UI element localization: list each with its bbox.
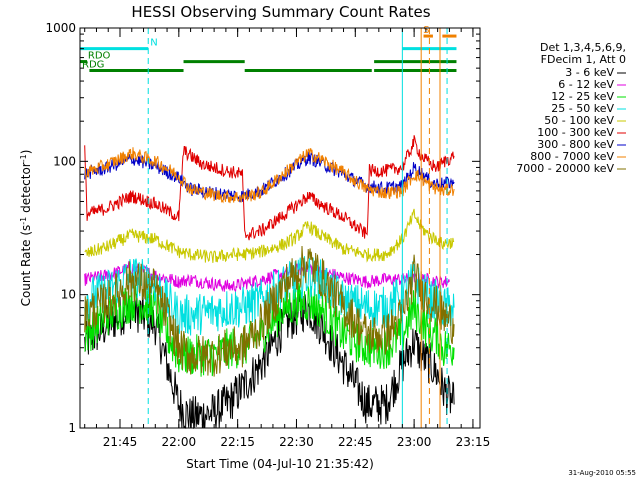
legend-entry-label: 100 - 300 keV: [537, 126, 614, 139]
plot-frame: [79, 27, 481, 429]
x-axis-ticks: 21:45 22:00 22:15 22:30 22:45 23:00 23:15: [84, 28, 491, 449]
legend-entry-label: 12 - 25 keV: [551, 90, 614, 103]
series-line-6: [84, 135, 455, 241]
y-axis-label: Count Rate (s-1 detector-1): [19, 150, 34, 307]
series-line-7: [84, 151, 455, 203]
x-tick-label: 23:15: [456, 435, 491, 449]
y-tick-label: 10: [61, 288, 76, 302]
x-tick-label: 23:00: [397, 435, 432, 449]
legend-entry-label: 800 - 7000 keV: [530, 150, 614, 163]
series-line-5: [84, 208, 455, 263]
x-tick-label: 22:15: [220, 435, 255, 449]
y-tick-label: 1000: [45, 21, 76, 35]
y-axis-label-text: Count Rate (s-1 detector-1): [19, 150, 34, 307]
generation-timestamp: 31-Aug-2010 05:55: [568, 469, 636, 477]
x-axis-label: Start Time (04-Jul-10 21:35:42): [186, 457, 374, 471]
flag-bars: NRDORDGS: [80, 25, 457, 73]
x-tick-label: 22:45: [338, 435, 373, 449]
vertical-markers: [147, 28, 448, 428]
flag-label: RDG: [82, 60, 104, 71]
legend-entry-label: 3 - 6 keV: [565, 66, 614, 79]
series-line-8: [84, 147, 455, 204]
x-tick-label: 22:30: [279, 435, 314, 449]
series-line-2: [84, 260, 450, 293]
y-axis-label-part: ): [19, 150, 33, 155]
chart-title: HESSI Observing Summary Count Rates: [131, 3, 430, 21]
series-line-9: [84, 245, 455, 377]
y-axis-label-part: detector: [19, 162, 33, 217]
flag-label: N: [150, 38, 157, 49]
legend-entry-label: 50 - 100 keV: [544, 114, 614, 127]
legend-header: Det 1,3,4,5,6,9,: [540, 41, 626, 54]
series-group: [84, 135, 455, 430]
legend-header: FDecim 1, Att 0: [541, 53, 626, 66]
legend-entry-label: 25 - 50 keV: [551, 102, 614, 115]
y-axis-label-part: -1: [19, 217, 28, 225]
y-tick-label: 100: [53, 154, 76, 168]
y-axis-label-part: -1: [19, 154, 28, 162]
legend-entry-label: 300 - 800 keV: [537, 138, 614, 151]
flag-label: RDO: [88, 51, 111, 62]
y-axis-ticks: 1 10 100 1000: [45, 21, 480, 435]
x-tick-label: 21:45: [103, 435, 138, 449]
series-line-4: [84, 256, 455, 336]
y-tick-label: 1: [68, 421, 76, 435]
legend-entry-label: 6 - 12 keV: [558, 78, 614, 91]
legend-entry-label: 7000 - 20000 keV: [516, 162, 614, 175]
legend: Det 1,3,4,5,6,9,FDecim 1, Att 03 - 6 keV…: [516, 41, 626, 175]
y-axis-label-part: Count Rate (s: [19, 225, 33, 307]
x-tick-label: 22:00: [162, 435, 197, 449]
